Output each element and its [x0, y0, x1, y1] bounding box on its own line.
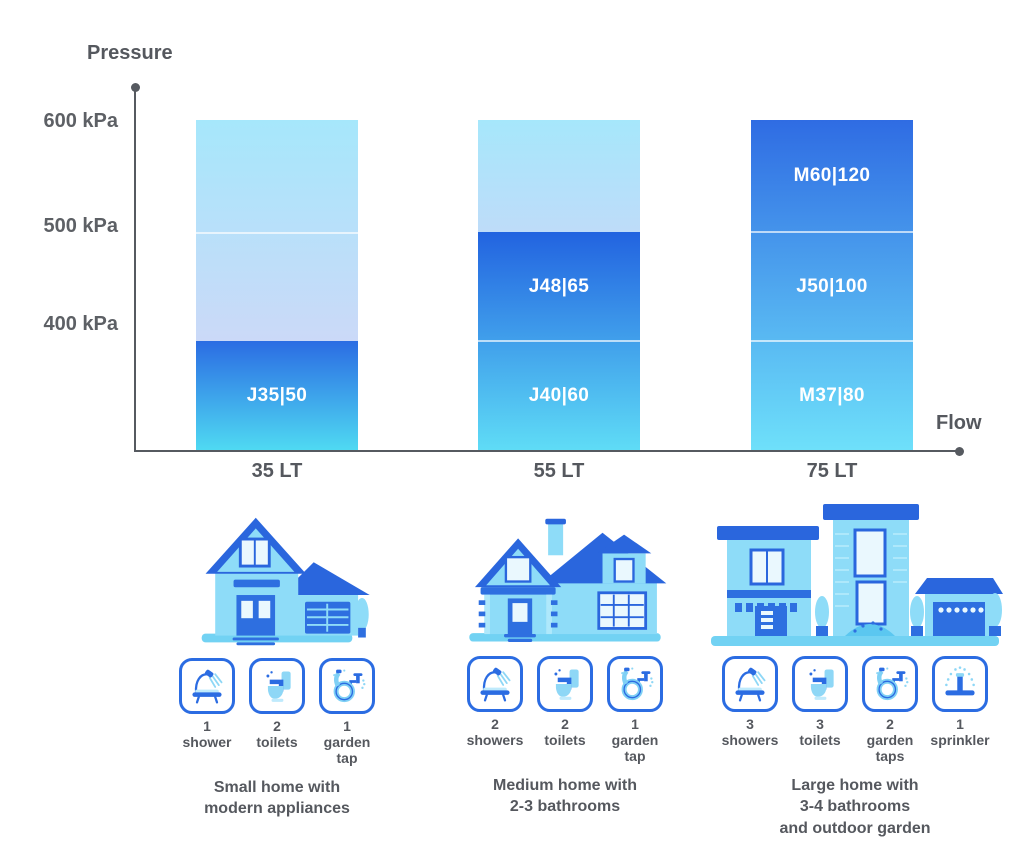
- fixture-toilet: 2 toilets: [535, 656, 595, 765]
- small-house-illustration: [201, 517, 370, 646]
- fixture-label: garden taps: [866, 732, 914, 765]
- x-axis-label: Flow: [936, 412, 982, 434]
- segment-j35-50: J35|50: [196, 341, 358, 450]
- segment-label: J50|100: [796, 275, 868, 297]
- fixture-label: showers: [721, 732, 779, 749]
- fixture-label: sprinkler: [930, 732, 990, 749]
- garden-tap-icon: [319, 658, 375, 714]
- gridline-500kpa: [196, 232, 358, 234]
- fixture-count: 1: [343, 718, 351, 734]
- fixture-shower: 3 showers: [720, 656, 780, 765]
- bar-55lt-unused-range: [478, 120, 640, 232]
- segment-label: M60|120: [793, 165, 871, 186]
- small-home-fixtures: 1 shower 2 toilets 1 garden tap: [177, 658, 377, 767]
- fixture-count: 1: [203, 718, 211, 734]
- fixture-label: toilets: [799, 732, 841, 749]
- x-axis-line: [134, 450, 960, 452]
- x-tick-35lt: 35 LT: [251, 460, 303, 482]
- fixture-count: 2: [491, 716, 499, 732]
- fixture-count: 3: [816, 716, 824, 732]
- fixture-garden-tap: 2 garden taps: [860, 656, 920, 765]
- shower-icon: [722, 656, 778, 712]
- small-home-caption: Small home with modern appliances: [204, 778, 350, 818]
- fixture-label: garden tap: [323, 734, 371, 767]
- segment-label: J48|65: [528, 275, 590, 297]
- fixture-shower: 1 shower: [177, 658, 237, 767]
- fixture-toilet: 2 toilets: [247, 658, 307, 767]
- bar-75lt: M60|120 J50|100 M37|80: [751, 120, 913, 450]
- large-home-caption: Large home with 3-4 bathrooms and outdoo…: [779, 776, 931, 837]
- fixture-garden-tap: 1 garden tap: [317, 658, 377, 767]
- bar-35lt-pump-range: J35|50: [196, 341, 358, 450]
- fixture-count: 1: [631, 716, 639, 732]
- y-tick-500kpa: 500 kPa: [43, 215, 118, 237]
- bar-55lt: J48|65 J40|60: [478, 120, 640, 450]
- shower-icon: [179, 658, 235, 714]
- segment-divider: [478, 340, 640, 342]
- shower-icon: [467, 656, 523, 712]
- x-tick-55lt: 55 LT: [533, 460, 585, 482]
- fixture-label: showers: [466, 732, 524, 749]
- fixture-sprinkler: 1 sprinkler: [930, 656, 990, 765]
- garden-tap-icon: [862, 656, 918, 712]
- segment-j40-60: J40|60: [478, 341, 640, 450]
- large-home-group: 3 showers 3 toilets 2 garden taps: [700, 490, 1010, 839]
- fixture-count: 3: [746, 716, 754, 732]
- x-tick-75lt: 75 LT: [806, 460, 858, 482]
- segment-label: M37|80: [799, 384, 865, 406]
- medium-home-caption: Medium home with 2-3 bathrooms: [493, 776, 637, 816]
- medium-home-fixtures: 2 showers 2 toilets 1 garden tap: [465, 656, 665, 765]
- fixture-count: 2: [273, 718, 281, 734]
- y-tick-400kpa: 400 kPa: [43, 313, 118, 335]
- toilet-icon: [249, 658, 305, 714]
- fixture-toilet: 3 toilets: [790, 656, 850, 765]
- fixture-label: garden tap: [611, 732, 659, 765]
- medium-house-illustration: [469, 518, 667, 643]
- segment-j50-100: J50|100: [751, 232, 913, 341]
- bar-75lt-pump-range: M60|120 J50|100 M37|80: [751, 120, 913, 450]
- fixture-count: 2: [561, 716, 569, 732]
- segment-divider: [751, 340, 913, 342]
- segment-label: J40|60: [528, 384, 590, 406]
- fixture-count: 1: [956, 716, 964, 732]
- garden-tap-icon: [607, 656, 663, 712]
- bar-35lt-unused-range: [196, 120, 358, 341]
- fixture-label: shower: [182, 734, 232, 751]
- x-axis-end-dot: [955, 447, 964, 456]
- large-house-illustration: [711, 504, 1003, 646]
- fixture-label: toilets: [256, 734, 298, 751]
- toilet-icon: [537, 656, 593, 712]
- y-tick-600kpa: 600 kPa: [43, 110, 118, 132]
- segment-j48-65: J48|65: [478, 232, 640, 341]
- fixture-count: 2: [886, 716, 894, 732]
- segment-m60-120: M60|120: [751, 120, 913, 232]
- fixture-label: toilets: [544, 732, 586, 749]
- bar-55lt-pump-range: J48|65 J40|60: [478, 232, 640, 450]
- segment-label: J35|50: [246, 384, 308, 406]
- small-home-group: 1 shower 2 toilets 1 garden tap Small ho…: [157, 512, 397, 820]
- sprinkler-icon: [932, 656, 988, 712]
- segment-m37-80: M37|80: [751, 341, 913, 450]
- y-axis-label: Pressure: [87, 42, 173, 64]
- toilet-icon: [792, 656, 848, 712]
- y-axis-line: [134, 87, 136, 451]
- segment-divider: [751, 231, 913, 233]
- large-home-fixtures: 3 showers 3 toilets 2 garden taps: [720, 656, 990, 765]
- medium-home-group: 2 showers 2 toilets 1 garden tap Medium …: [445, 514, 685, 818]
- bar-35lt: J35|50: [196, 120, 358, 450]
- fixture-shower: 2 showers: [465, 656, 525, 765]
- fixture-garden-tap: 1 garden tap: [605, 656, 665, 765]
